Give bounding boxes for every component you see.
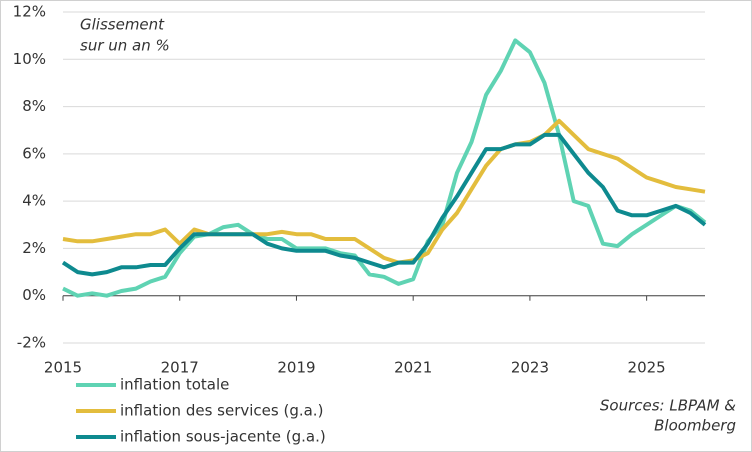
x-tick-label: 2021: [394, 359, 432, 377]
legend-label: inflation sous-jacente (g.a.): [120, 428, 326, 446]
annotation: sur un an %: [80, 37, 170, 55]
x-tick-label: 2019: [277, 359, 315, 377]
y-tick-label: 4%: [22, 192, 46, 210]
series-line: [61, 132, 707, 277]
x-tick-label: 2015: [44, 359, 82, 377]
y-tick-label: 12%: [13, 3, 46, 21]
x-tick-label: 2025: [628, 359, 666, 377]
y-tick-label: -2%: [17, 334, 46, 352]
legend-label: inflation des services (g.a.): [120, 402, 323, 420]
source: Bloomberg: [654, 417, 736, 435]
x-tick-label: 2023: [511, 359, 549, 377]
x-tick-label: 2017: [161, 359, 199, 377]
series-line: [62, 38, 707, 298]
source: Sources: LBPAM &: [600, 397, 736, 415]
series-line: [62, 118, 706, 265]
y-tick-label: 0%: [22, 286, 46, 304]
legend-label: inflation totale: [120, 376, 229, 394]
annotation: Glissement: [80, 16, 165, 34]
y-tick-label: 8%: [22, 97, 46, 115]
y-tick-label: 6%: [22, 144, 46, 162]
y-tick-label: 10%: [13, 50, 46, 68]
y-tick-label: 2%: [22, 239, 46, 257]
